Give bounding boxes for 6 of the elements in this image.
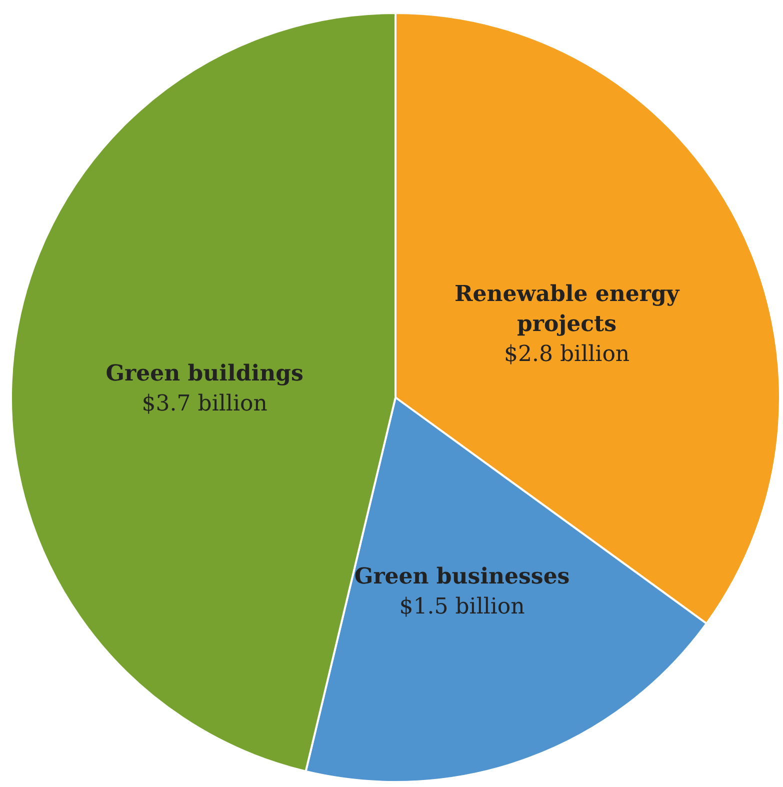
slice-label: Renewable energy projects [454, 280, 680, 337]
data-label: $2.8 billion [504, 342, 630, 367]
slice-label: Green buildings [106, 360, 304, 387]
slice-label: Green businesses [354, 564, 570, 590]
data-label: $3.7 billion [142, 392, 268, 417]
data-label: $1.5 billion [399, 594, 525, 620]
